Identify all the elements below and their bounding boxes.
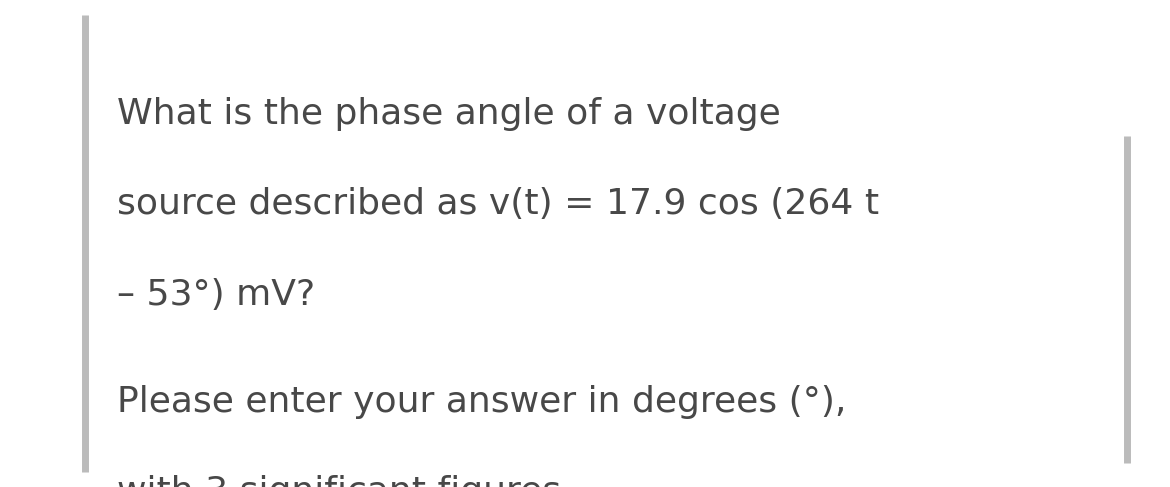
Text: source described as v(t) = 17.9 cos (264 t: source described as v(t) = 17.9 cos (264… [117,187,879,222]
Text: – 53°) mV?: – 53°) mV? [117,278,315,312]
Text: with 3 significant figures.: with 3 significant figures. [117,475,572,487]
Text: Please enter your answer in degrees (°),: Please enter your answer in degrees (°), [117,385,846,419]
Text: What is the phase angle of a voltage: What is the phase angle of a voltage [117,97,780,131]
